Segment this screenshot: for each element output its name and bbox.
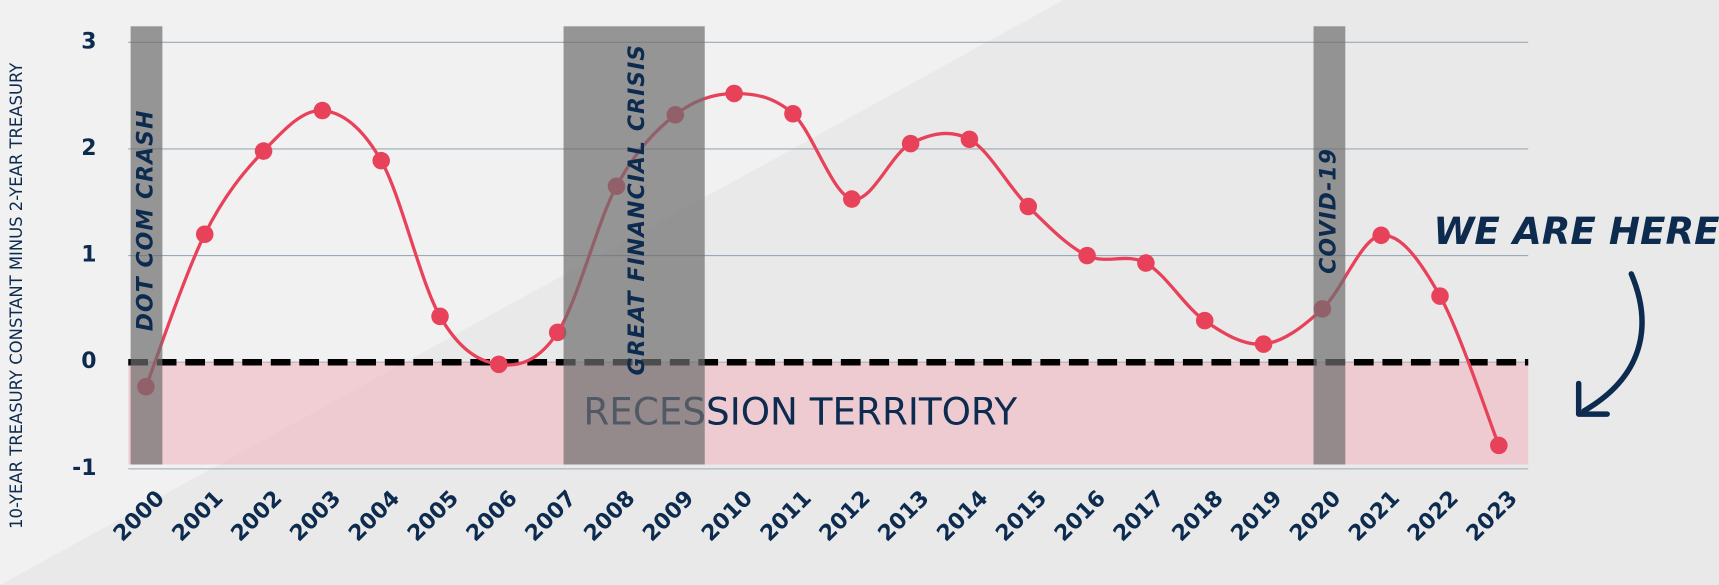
y-tick-label: 2 (81, 136, 96, 161)
recession-region (128, 362, 1529, 465)
data-point (1019, 197, 1038, 216)
data-point (1137, 254, 1155, 272)
data-point (784, 104, 802, 123)
data-point (1254, 335, 1273, 353)
recession-band (130, 26, 163, 465)
data-point (1431, 287, 1449, 305)
data-point (313, 101, 332, 120)
data-point (1372, 226, 1390, 245)
recession-label: DOT COM CRASH (133, 110, 158, 332)
data-point (1490, 436, 1508, 455)
y-tick-label: -1 (72, 456, 96, 481)
data-point (1078, 246, 1096, 265)
data-point (254, 142, 273, 160)
data-point (548, 323, 567, 342)
data-point (725, 84, 743, 103)
data-point (1195, 311, 1214, 330)
data-point (372, 151, 390, 170)
data-point (490, 355, 508, 374)
y-axis-label: 10-YEAR TREASURY CONSTANT MINUS 2-YEAR T… (7, 62, 26, 529)
annotation-arrow-head (1575, 380, 1610, 417)
recession-band (1313, 26, 1346, 465)
recession-label: GREAT FINANCIAL CRISIS (625, 44, 650, 376)
data-point (901, 134, 920, 153)
annotation-arrow (1581, 271, 1645, 414)
y-tick-label: 0 (81, 349, 96, 374)
y-tick-label: 3 (81, 29, 96, 54)
data-point (960, 130, 979, 149)
data-point (195, 225, 214, 244)
data-point (843, 190, 861, 208)
series-line (144, 91, 1501, 447)
y-tick-label: 1 (81, 243, 96, 268)
annotation: WE ARE HERE (1433, 209, 1719, 253)
data-point (431, 307, 449, 326)
recession-label: COVID-19 (1316, 148, 1341, 274)
recession-band (563, 26, 705, 465)
